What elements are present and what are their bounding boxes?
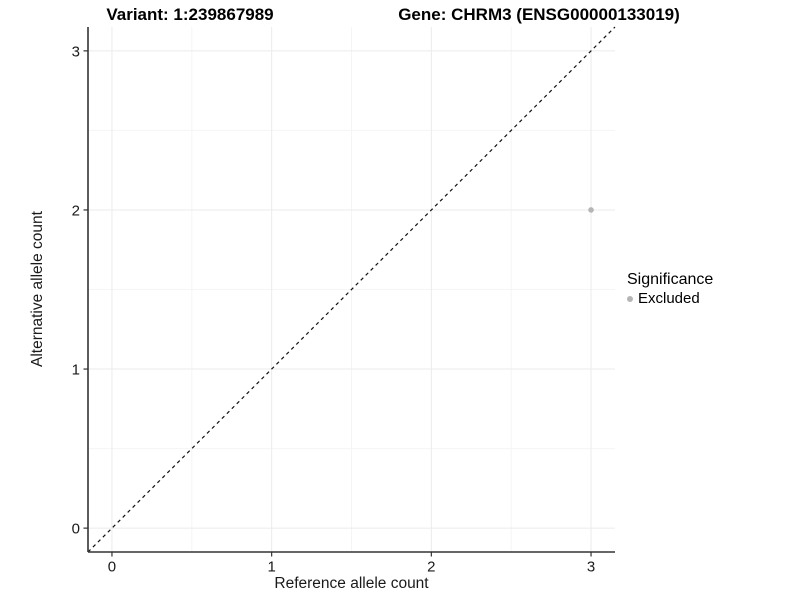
y-tick-label: 3 (72, 43, 80, 60)
y-axis-title: Alternative allele count (29, 211, 46, 367)
legend-title: Significance (627, 271, 714, 288)
legend: Significance Excluded (627, 271, 713, 307)
x-tick-label: 3 (587, 559, 595, 576)
x-tick-label: 1 (267, 559, 275, 576)
x-axis-title: Reference allele count (274, 575, 429, 592)
gene-title: Gene: CHRM3 (ENSG00000133019) (398, 5, 680, 24)
legend-point-icon (627, 295, 633, 302)
y-tick-label: 0 (72, 521, 80, 538)
y-tick-label: 2 (72, 202, 80, 219)
y-tick-label: 1 (72, 362, 80, 379)
legend-item-excluded: Excluded (627, 290, 713, 307)
variant-title: Variant: 1:239867989 (106, 5, 274, 24)
x-tick-label: 2 (427, 559, 435, 576)
legend-item-label: Excluded (638, 290, 700, 307)
data-point (588, 207, 594, 213)
identity-reference-line (87, 26, 616, 553)
x-tick-label: 0 (108, 559, 116, 576)
